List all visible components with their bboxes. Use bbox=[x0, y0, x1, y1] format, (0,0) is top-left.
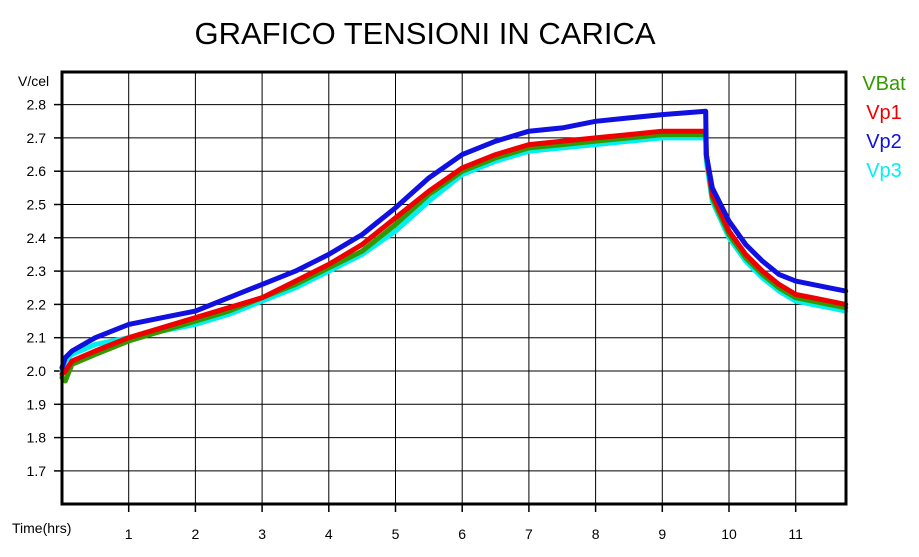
x-tick-label: 11 bbox=[788, 526, 803, 542]
legend-entry-vp2: Vp2 bbox=[866, 131, 902, 153]
y-tick-label: 2.0 bbox=[27, 363, 47, 379]
legend-entry-vp3: Vp3 bbox=[866, 160, 902, 182]
x-axis-label: Time(hrs) bbox=[12, 520, 71, 536]
legend-entry-vp1: Vp1 bbox=[866, 102, 902, 124]
x-tick-label: 5 bbox=[392, 526, 400, 542]
x-tick-label: 1 bbox=[125, 526, 133, 542]
y-tick-label: 2.5 bbox=[27, 197, 47, 213]
y-tick-label: 2.3 bbox=[27, 263, 47, 279]
x-tick-label: 7 bbox=[525, 526, 533, 542]
legend: VBat Vp1 Vp2 Vp3 bbox=[862, 73, 906, 182]
legend-entry-vbat: VBat bbox=[862, 73, 906, 95]
grid-lines bbox=[54, 72, 846, 512]
y-axis-label: V/cel bbox=[18, 73, 49, 89]
series-line-vp1 bbox=[59, 128, 849, 377]
plot-frame bbox=[60, 70, 848, 506]
y-tick-label: 2.7 bbox=[27, 130, 47, 146]
x-tick-label: 3 bbox=[258, 526, 266, 542]
y-tick-label: 1.9 bbox=[27, 396, 47, 412]
x-tick-label: 8 bbox=[592, 526, 600, 542]
x-tick-label: 9 bbox=[658, 526, 666, 542]
y-tick-label: 1.7 bbox=[27, 463, 47, 479]
chart-title: GRAFICO TENSIONI IN CARICA bbox=[194, 16, 655, 51]
tick-labels: 1 2 3 4 5 6 7 8 9 10 11 1.7 1.8 1.9 2.0 2.1 2.2 2.3 2.4 2.5… bbox=[27, 97, 804, 542]
series-lines bbox=[59, 108, 849, 384]
y-tick-label: 2.6 bbox=[27, 163, 47, 179]
y-tick-label: 2.8 bbox=[27, 97, 47, 113]
x-tick-label: 2 bbox=[192, 526, 200, 542]
y-tick-label: 2.1 bbox=[27, 330, 47, 346]
series-line-vp2 bbox=[59, 108, 849, 371]
y-tick-label: 2.2 bbox=[27, 296, 47, 312]
x-tick-label: 6 bbox=[458, 526, 466, 542]
x-tick-label: 10 bbox=[721, 526, 737, 542]
x-tick-label: 4 bbox=[325, 526, 333, 542]
y-tick-label: 1.8 bbox=[27, 430, 47, 446]
y-tick-label: 2.4 bbox=[27, 230, 47, 246]
